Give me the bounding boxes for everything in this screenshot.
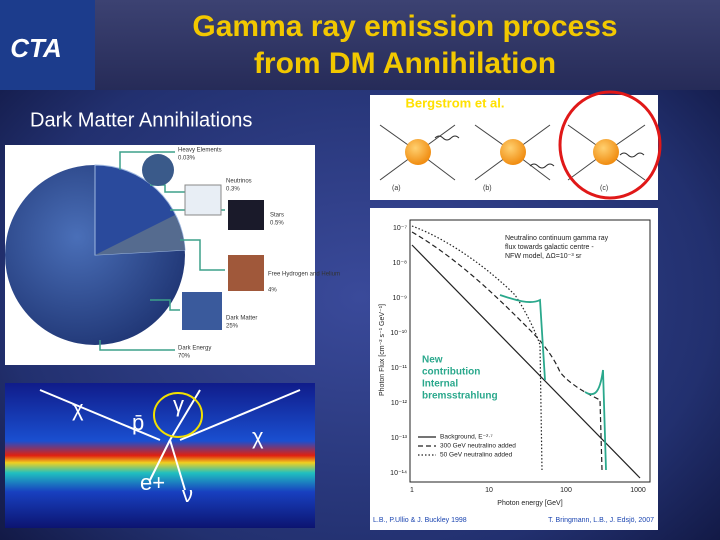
vertex bbox=[405, 139, 431, 165]
sky-symbol: γ bbox=[173, 392, 184, 417]
plot-legend: Background, E⁻²·⁷ 300 GeV neutralino add… bbox=[418, 434, 516, 459]
y-tick-label: 10⁻¹⁰ bbox=[390, 329, 407, 337]
x-tick-label: 1 bbox=[410, 487, 414, 494]
sky-map bbox=[5, 383, 315, 528]
stars-image bbox=[228, 200, 264, 230]
credit: T. Bringmann, L.B., J. Edsjö, 2007 bbox=[548, 517, 654, 524]
dotted-curve bbox=[411, 225, 543, 471]
plot-panel bbox=[370, 208, 658, 530]
pie-label: Neutrinos bbox=[226, 179, 252, 185]
y-tick-label: 10⁻⁹ bbox=[393, 295, 407, 302]
left-heading: Dark Matter Annihilations bbox=[30, 109, 252, 131]
y-tick-label: 10⁻¹⁴ bbox=[390, 470, 407, 477]
x-tick-label: 100 bbox=[560, 487, 572, 494]
sky-symbol: e+ bbox=[140, 470, 165, 495]
earth-image bbox=[142, 154, 174, 186]
panel-label: (a) bbox=[392, 185, 401, 192]
ib-curve bbox=[584, 369, 607, 471]
x-tick-label: 10 bbox=[485, 487, 493, 494]
dashed-curve bbox=[411, 231, 603, 471]
legend-label: 50 GeV neutralino added bbox=[440, 452, 513, 459]
feynman-caption: Bergstrom et al. bbox=[406, 95, 505, 110]
plot-frame bbox=[409, 219, 651, 483]
annotation-line: flux towards galactic centre - bbox=[505, 244, 594, 251]
sky-symbol: χ bbox=[252, 424, 264, 449]
plot-annotation: Neutralino continuum gamma ray flux towa… bbox=[505, 235, 609, 260]
header-band bbox=[0, 0, 720, 90]
annotation-line: Neutralino continuum gamma ray bbox=[505, 235, 609, 242]
pie-label: Free Hydrogen and Helium bbox=[268, 272, 340, 278]
background-curve bbox=[411, 244, 641, 479]
pie-labels: Heavy Elements 0.03% Neutrinos 0.3% Star… bbox=[178, 148, 340, 360]
highlight-line: New bbox=[422, 355, 443, 366]
y-tick-label: 10⁻⁸ bbox=[393, 260, 407, 267]
highlight-circle bbox=[153, 392, 203, 438]
pie-label: 4% bbox=[268, 288, 277, 294]
highlight-line: Internal bbox=[422, 379, 458, 390]
dm-image bbox=[182, 292, 222, 330]
gas-image bbox=[228, 255, 264, 291]
highlight-text: New contribution Internal bremsstrahlung bbox=[422, 355, 498, 402]
logo-box bbox=[0, 0, 95, 90]
y-tick-label: 10⁻¹² bbox=[391, 400, 408, 407]
credit: L.B., P.Ullio & J. Buckley 1998 bbox=[373, 517, 467, 524]
x-tick-label: 1000 bbox=[630, 487, 646, 494]
pie-label: Heavy Elements bbox=[178, 148, 222, 154]
legend-label: 300 GeV neutralino added bbox=[440, 443, 516, 450]
sky-symbol: ν bbox=[182, 482, 193, 507]
pie-label: 70% bbox=[178, 354, 191, 360]
pie-label: 25% bbox=[226, 324, 239, 330]
annotation-line: NFW model, ΔΩ=10⁻³ sr bbox=[505, 253, 582, 260]
y-ticks: 10⁻⁷ 10⁻⁸ 10⁻⁹ 10⁻¹⁰ 10⁻¹¹ 10⁻¹² 10⁻¹³ 1… bbox=[390, 225, 407, 477]
x-ticks: 1 10 100 1000 bbox=[410, 487, 646, 494]
title-line: from DM Annihilation bbox=[254, 47, 556, 80]
pie-label: Dark Energy bbox=[178, 346, 211, 352]
sky-symbols: χ γ p̄ χ e+ ν bbox=[72, 392, 264, 507]
curves bbox=[411, 225, 641, 479]
panel-label: (c) bbox=[600, 185, 608, 192]
highlight-line: bremsstrahlung bbox=[422, 391, 498, 402]
y-axis-label: Photon Flux [cm⁻² s⁻¹ GeV⁻¹] bbox=[379, 304, 386, 396]
y-tick-label: 10⁻¹¹ bbox=[391, 365, 408, 372]
x-axis-label: Photon energy [GeV] bbox=[497, 500, 562, 507]
pie-label: 0.3% bbox=[226, 187, 240, 193]
pie-label: 0.5% bbox=[270, 221, 284, 227]
legend-label: Background, E⁻²·⁷ bbox=[440, 434, 493, 441]
photon-lines bbox=[434, 135, 645, 169]
sky-symbol: χ bbox=[72, 396, 84, 421]
sky-symbol: p̄ bbox=[132, 410, 144, 435]
pie-label: Dark Matter bbox=[226, 316, 257, 322]
y-tick-label: 10⁻⁷ bbox=[393, 225, 407, 232]
pie-label: Stars bbox=[270, 213, 284, 219]
red-circle bbox=[558, 90, 662, 200]
highlight-line: contribution bbox=[422, 367, 480, 378]
pie-label: 0.03% bbox=[178, 156, 196, 162]
vertex bbox=[500, 139, 526, 165]
vertex bbox=[593, 139, 619, 165]
panel-label: (b) bbox=[483, 185, 492, 192]
ib-curve bbox=[499, 294, 546, 381]
logo: CTA bbox=[10, 33, 62, 63]
y-tick-label: 10⁻¹³ bbox=[391, 435, 408, 442]
pie-slice bbox=[95, 215, 185, 255]
neutrino-image bbox=[184, 184, 222, 216]
title-line: Gamma ray emission process bbox=[192, 10, 617, 43]
